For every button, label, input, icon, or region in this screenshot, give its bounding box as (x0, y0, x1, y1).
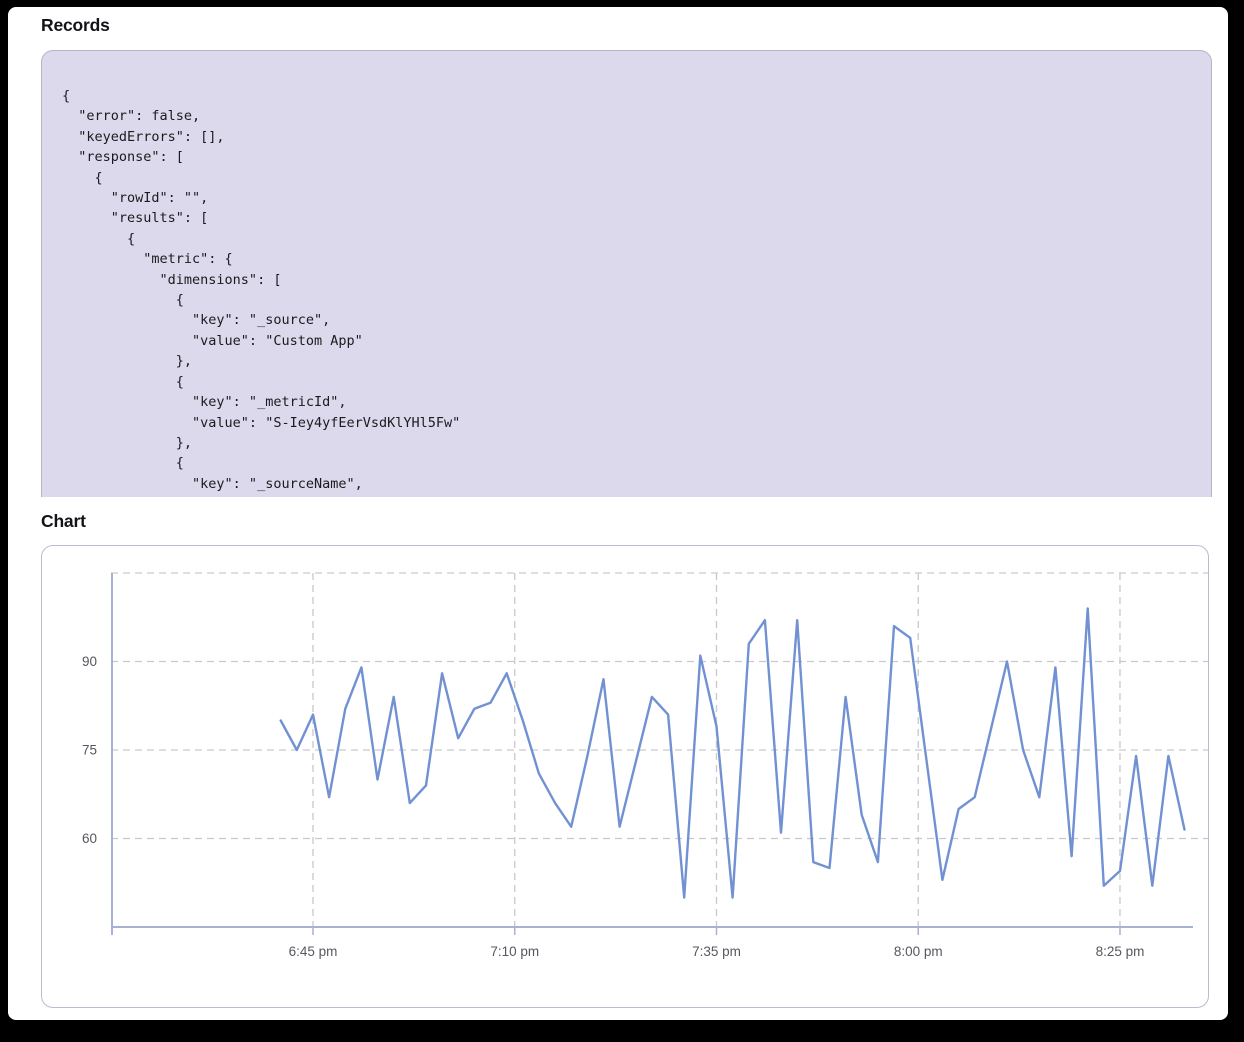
svg-text:75: 75 (82, 743, 97, 758)
svg-text:90: 90 (82, 654, 97, 669)
page: Records { "error": false, "keyedErrors":… (8, 7, 1228, 1020)
records-section-heading: Records (41, 15, 110, 35)
svg-text:8:25 pm: 8:25 pm (1096, 944, 1145, 959)
chart-panel: 6:45 pm 7:10 pm 7:35 pm 8:00 pm 8:25 pm 60 75 9… (41, 545, 1209, 1008)
svg-text:6:45 pm: 6:45 pm (289, 944, 338, 959)
svg-text:7:10 pm: 7:10 pm (490, 944, 539, 959)
json-code-block[interactable]: { "error": false, "keyedErrors": [], "re… (62, 88, 461, 492)
svg-text:60: 60 (82, 831, 97, 846)
svg-text:7:35 pm: 7:35 pm (692, 944, 741, 959)
chart-section-heading: Chart (41, 511, 86, 531)
records-panel: { "error": false, "keyedErrors": [], "re… (41, 50, 1212, 497)
line-chart[interactable]: 6:45 pm 7:10 pm 7:35 pm 8:00 pm 8:25 pm 60 75 9… (71, 572, 1211, 974)
svg-text:8:00 pm: 8:00 pm (894, 944, 943, 959)
